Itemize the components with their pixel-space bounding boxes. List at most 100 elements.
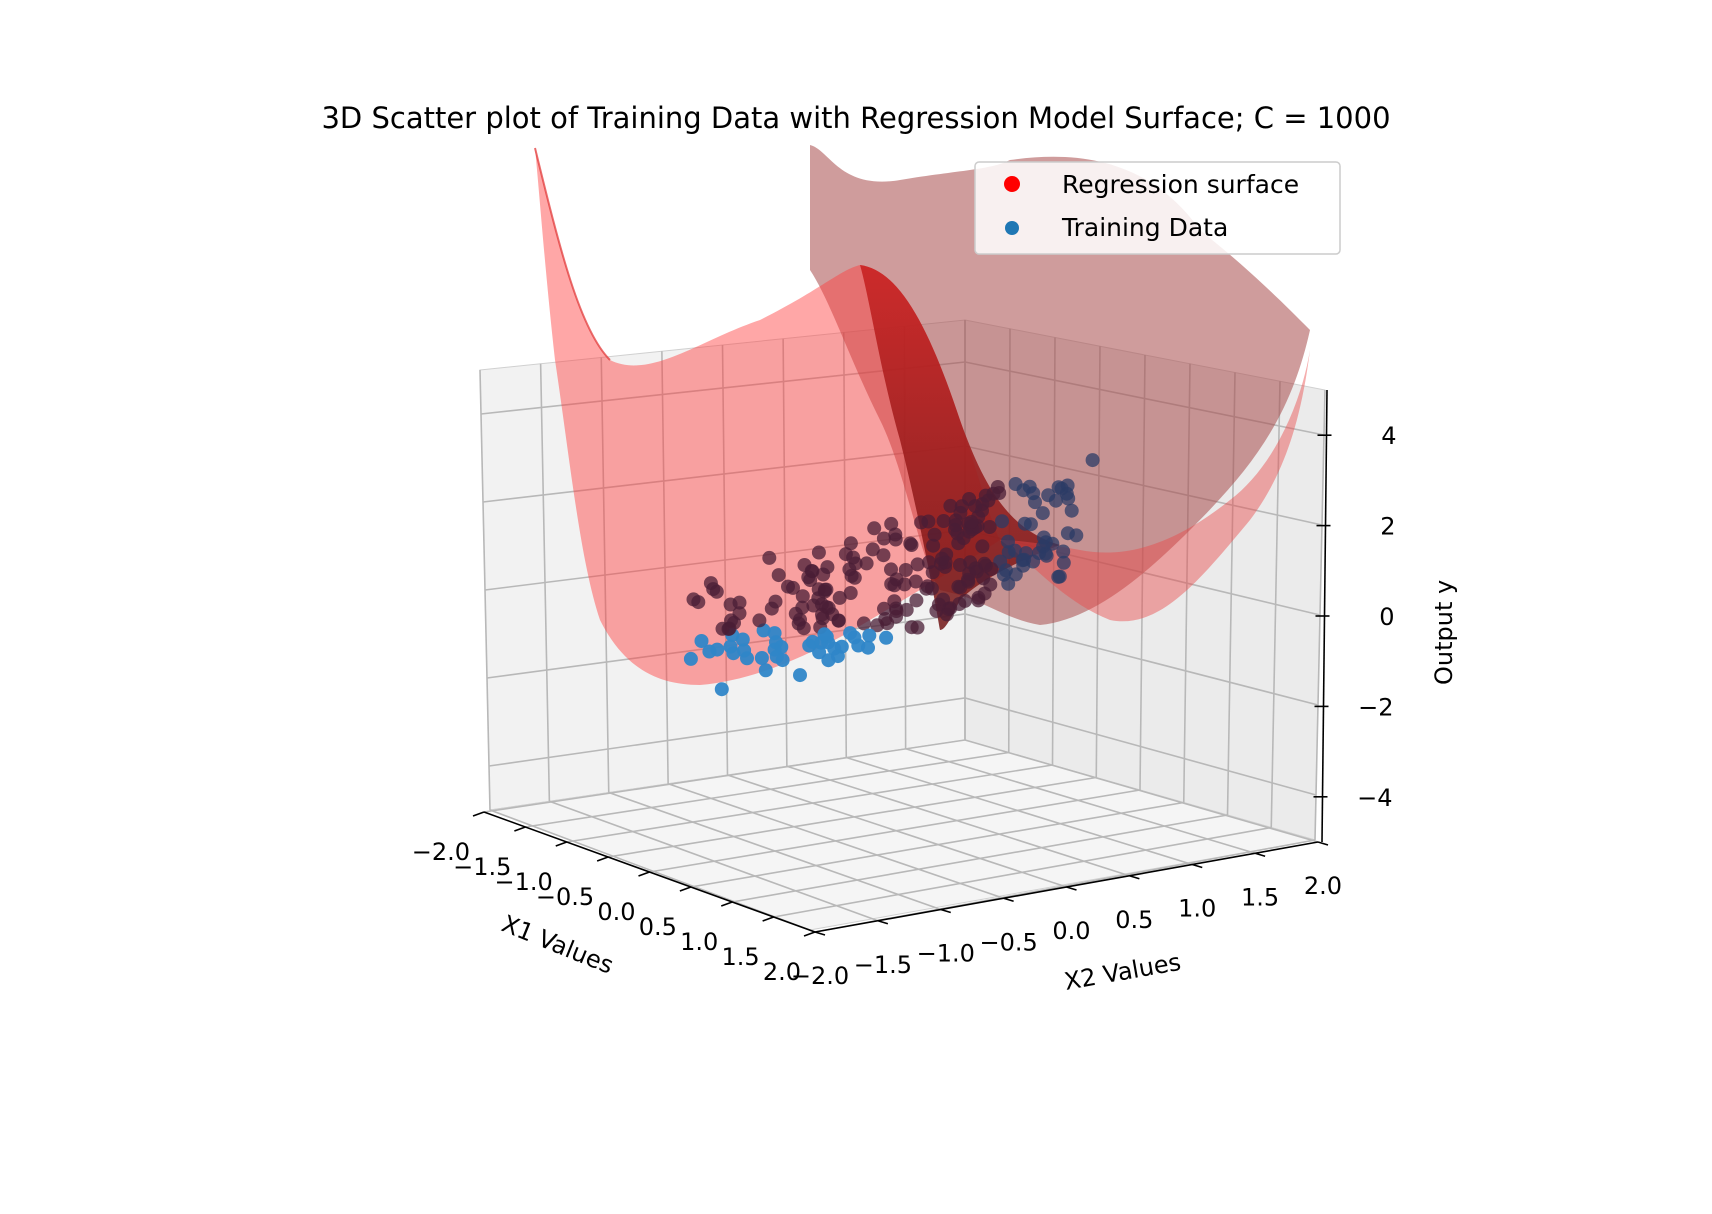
training-data-point: [898, 563, 913, 577]
x1-tick-label: 0.5: [639, 913, 677, 941]
training-data-point: [888, 527, 903, 542]
training-data-point: [880, 616, 895, 631]
training-data-point: [820, 560, 835, 575]
tick-labels: −2.0−1.5−1.0−0.50.00.51.01.52.0−2.0 −1.5−…: [412, 422, 1397, 990]
legend: Regression surface Training Data: [974, 161, 1341, 255]
x2-tick: [1317, 841, 1329, 846]
x2-tick: [1003, 897, 1014, 903]
grid-line-x1: [607, 776, 1097, 858]
grid-line-x1: [566, 764, 1053, 843]
training-data-point: [762, 550, 777, 565]
training-data-point: [876, 548, 891, 563]
training-data-point: [694, 634, 709, 648]
x2-tick-label: 1.5: [1241, 883, 1279, 911]
training-data-point: [982, 520, 997, 534]
training-data-point: [948, 518, 963, 533]
training-data-point: [968, 499, 983, 514]
training-data-point: [867, 521, 882, 536]
training-data-point: [936, 514, 951, 528]
x1-tick-label: −1.5: [453, 853, 511, 881]
surface-left-edge: [534, 147, 611, 361]
training-data-point: [702, 644, 717, 659]
grid-line-x2: [905, 747, 1256, 855]
x1-tick: [596, 856, 609, 862]
z-tick-label: 2: [1380, 513, 1395, 541]
training-data-point: [781, 579, 795, 594]
training-data-point: [909, 593, 924, 608]
training-data-point: [943, 498, 958, 513]
grid-line-x2: [549, 800, 879, 922]
training-data-point: [975, 539, 990, 554]
training-data-point: [831, 613, 846, 628]
legend-label-regression-surface: Regression surface: [1062, 170, 1299, 199]
x2-tick-label: −1.5: [854, 951, 912, 979]
training-data-point: [964, 515, 979, 529]
training-data-point: [1017, 552, 1032, 567]
x2-tick: [940, 908, 951, 914]
training-data-point: [821, 653, 836, 668]
x1-tick: [720, 901, 733, 907]
training-data-point: [887, 594, 902, 609]
training-data-point: [815, 611, 830, 626]
x1-tick: [555, 841, 568, 847]
training-data-point: [683, 651, 698, 666]
training-data-point: [983, 577, 998, 592]
training-data-point: [788, 606, 803, 621]
training-data-point: [1056, 555, 1071, 570]
training-data-point: [884, 516, 899, 531]
training-data-point: [986, 486, 1001, 501]
x2-tick: [1066, 886, 1077, 891]
training-data-point: [795, 589, 810, 604]
training-data-points: [683, 453, 1100, 697]
training-data-point: [724, 613, 738, 628]
training-data-point: [817, 627, 832, 642]
training-data-point: [920, 579, 935, 594]
training-data-point: [952, 597, 967, 611]
z-tick-label: 0: [1379, 603, 1394, 631]
grid-line-x2: [727, 774, 1067, 888]
x1-tick: [803, 931, 816, 937]
grid-line-x2: [608, 791, 942, 911]
grid-line-z: [486, 613, 1319, 706]
training-data-point: [935, 551, 949, 566]
x2-axis-label: X2 Values: [1062, 948, 1183, 996]
training-data-point: [819, 582, 834, 597]
training-data-point: [764, 601, 779, 616]
legend-marker-regression-surface: [1004, 176, 1020, 192]
training-data-point: [1064, 503, 1079, 518]
training-data-point: [879, 630, 894, 645]
training-data-point: [812, 645, 827, 660]
training-data-point: [877, 601, 891, 616]
legend-box: [974, 161, 1341, 255]
training-data-point: [862, 628, 877, 643]
training-data-point: [846, 550, 861, 565]
training-data-point: [1051, 569, 1066, 584]
training-data-point: [771, 568, 786, 583]
training-data-point: [953, 580, 968, 595]
training-data-point: [832, 590, 847, 605]
training-data-point: [686, 592, 701, 607]
training-data-point: [1060, 526, 1075, 541]
training-data-point: [754, 651, 769, 665]
training-data-point: [844, 568, 859, 583]
grid-line-x2: [964, 739, 1319, 843]
chart-title: 3D Scatter plot of Training Data with Re…: [321, 101, 1390, 135]
x1-tick: [679, 886, 692, 892]
training-data-point: [908, 574, 923, 589]
grid-line-x2: [667, 782, 1004, 900]
training-data-point: [843, 586, 858, 600]
training-data-point: [811, 545, 826, 560]
training-data-point: [709, 584, 724, 599]
x2-tick-label: 0.0: [1052, 917, 1090, 945]
training-data-point: [889, 572, 904, 587]
x2-tick-label: −2.0: [791, 962, 849, 990]
x2-tick: [1192, 863, 1203, 869]
training-data-point: [723, 597, 738, 612]
training-data-point: [1061, 491, 1076, 506]
training-data-point: [723, 639, 738, 654]
training-data-point: [843, 536, 858, 551]
x1-tick-label: 2.0: [763, 958, 801, 986]
x1-tick-label: 1.5: [721, 943, 759, 971]
training-data-point: [910, 557, 925, 572]
